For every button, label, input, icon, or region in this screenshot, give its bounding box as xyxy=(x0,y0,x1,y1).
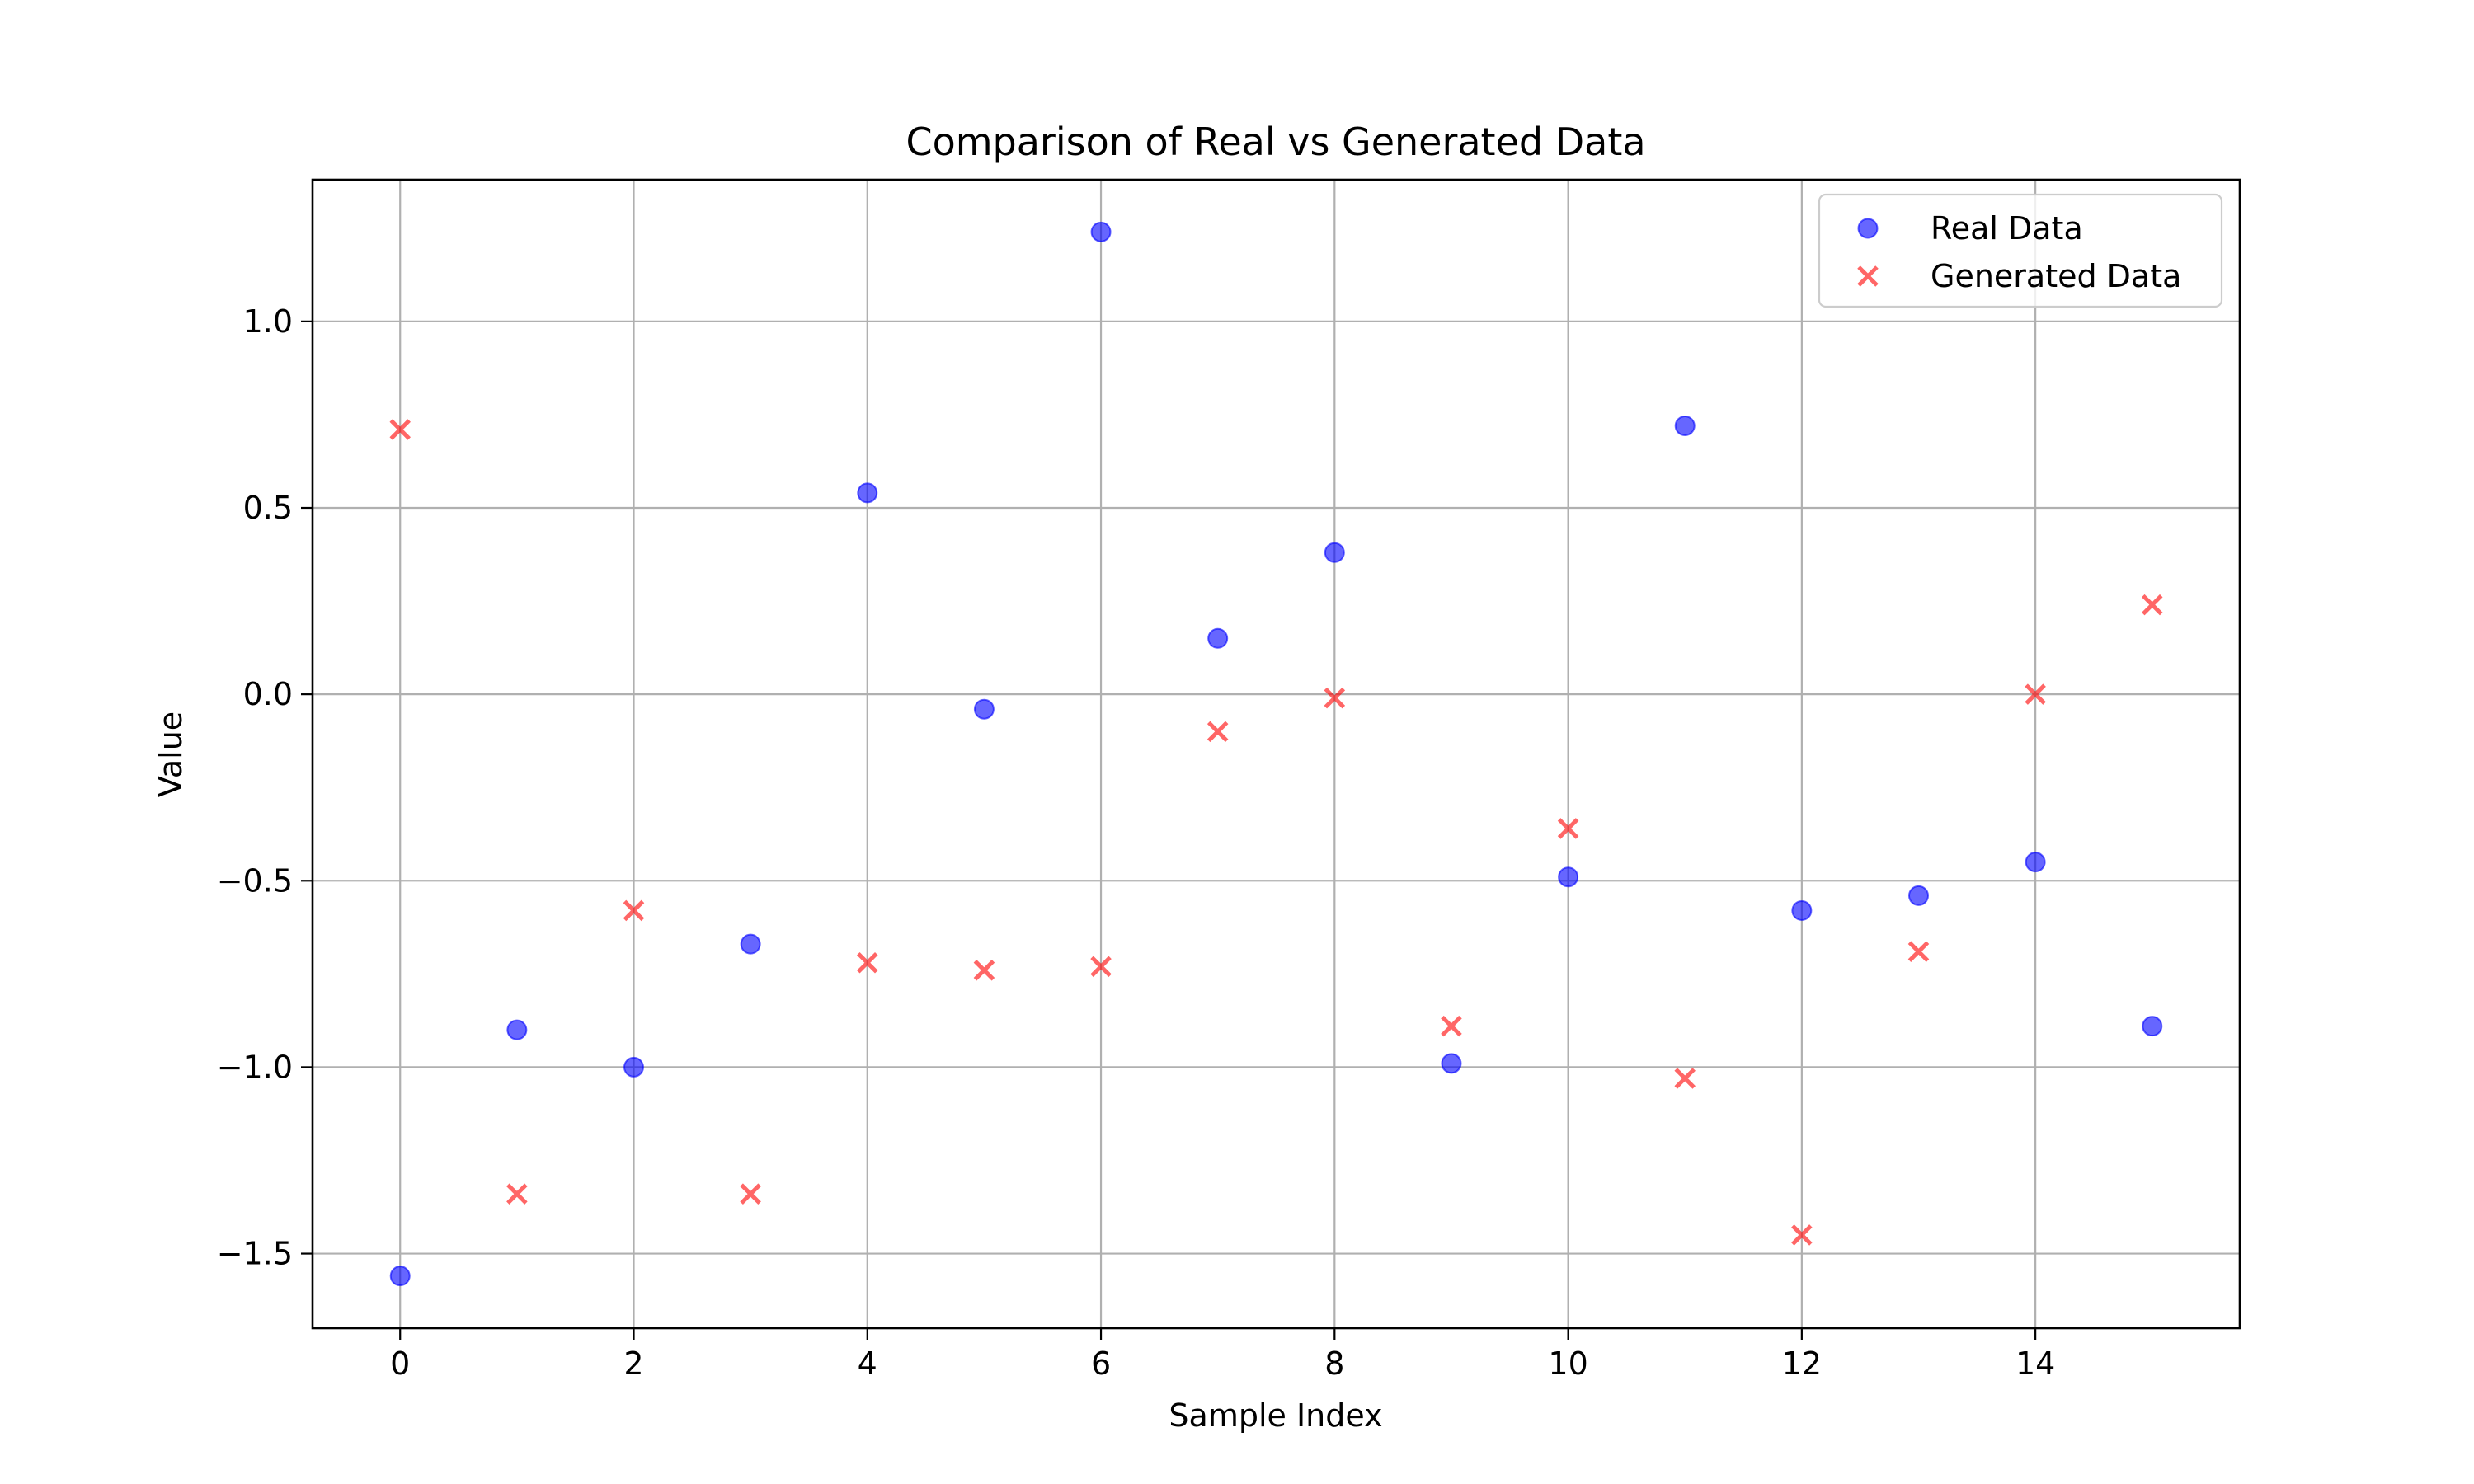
real-data-point xyxy=(506,1019,528,1040)
x-tick-label: 0 xyxy=(390,1345,410,1382)
legend: Real Data Generated Data xyxy=(1818,193,2223,308)
x-tick-label: 12 xyxy=(1782,1345,1822,1382)
x-tick-label: 10 xyxy=(1548,1345,1587,1382)
generated-data-point xyxy=(506,1183,528,1205)
x-tick-label: 4 xyxy=(858,1345,877,1382)
y-tick-label: 0.0 xyxy=(243,676,293,712)
real-data-point xyxy=(1090,221,1112,242)
y-axis-label: Value xyxy=(153,711,189,797)
generated-data-point xyxy=(1557,818,1579,839)
x-tick-label: 14 xyxy=(2015,1345,2055,1382)
real-data-point xyxy=(2142,1016,2163,1037)
y-tick-label: 1.0 xyxy=(243,303,293,340)
y-tick-label: 0.5 xyxy=(243,490,293,526)
y-tick-label: −0.5 xyxy=(217,862,293,899)
generated-data-point xyxy=(1206,721,1229,743)
legend-label-real-data: Real Data xyxy=(1931,210,2083,247)
real-data-point xyxy=(1908,885,1929,906)
generated-data-point xyxy=(1324,687,1346,709)
generated-data-point xyxy=(1907,941,1930,962)
x-axis-label: Sample Index xyxy=(1169,1397,1382,1434)
real-data-point xyxy=(2025,852,2046,873)
real-data-point xyxy=(1674,416,1696,436)
real-data-point xyxy=(740,933,761,955)
real-data-point xyxy=(623,1056,644,1078)
generated-data-point xyxy=(857,952,878,974)
legend-box xyxy=(1818,193,2223,308)
generated-data-point xyxy=(1441,1015,1462,1037)
real-data-point xyxy=(389,1266,411,1287)
real-data-point xyxy=(1791,899,1813,921)
data-points xyxy=(389,221,2163,1287)
real-data-point xyxy=(1324,542,1345,563)
x-tick-label: 6 xyxy=(1091,1345,1111,1382)
generated-data-point xyxy=(389,419,411,440)
generated-data-point xyxy=(2025,683,2046,705)
real-data-point xyxy=(1207,627,1229,649)
generated-data-point xyxy=(2142,594,2163,616)
generated-data-point xyxy=(1090,956,1112,978)
plot-frame xyxy=(311,178,2241,1330)
real-data-point xyxy=(973,698,995,720)
real-data-point xyxy=(1558,866,1579,888)
legend-marker-generated-data xyxy=(1857,265,1879,287)
generated-data-point xyxy=(973,960,995,981)
real-data-point xyxy=(1441,1053,1462,1074)
legend-marker-real-data xyxy=(1857,218,1879,239)
generated-data-point xyxy=(623,899,645,922)
generated-data-point xyxy=(740,1183,761,1205)
generated-data-point xyxy=(1674,1068,1696,1089)
legend-label-generated-data: Generated Data xyxy=(1931,258,2181,294)
grid-lines xyxy=(313,180,2240,1328)
axis-ticks: 0 2 4 6 8 10 12 14 −1.5 −1.0 −0.5 0.0 0.5 1.0 xyxy=(217,303,2056,1382)
x-tick-label: 2 xyxy=(623,1345,643,1382)
generated-data-point xyxy=(1791,1224,1813,1246)
y-tick-label: −1.0 xyxy=(217,1049,293,1085)
chart-title: Comparison of Real vs Generated Data xyxy=(905,120,1645,164)
y-tick-label: −1.5 xyxy=(217,1236,293,1272)
real-data-point xyxy=(857,482,878,504)
x-tick-label: 8 xyxy=(1324,1345,1344,1382)
